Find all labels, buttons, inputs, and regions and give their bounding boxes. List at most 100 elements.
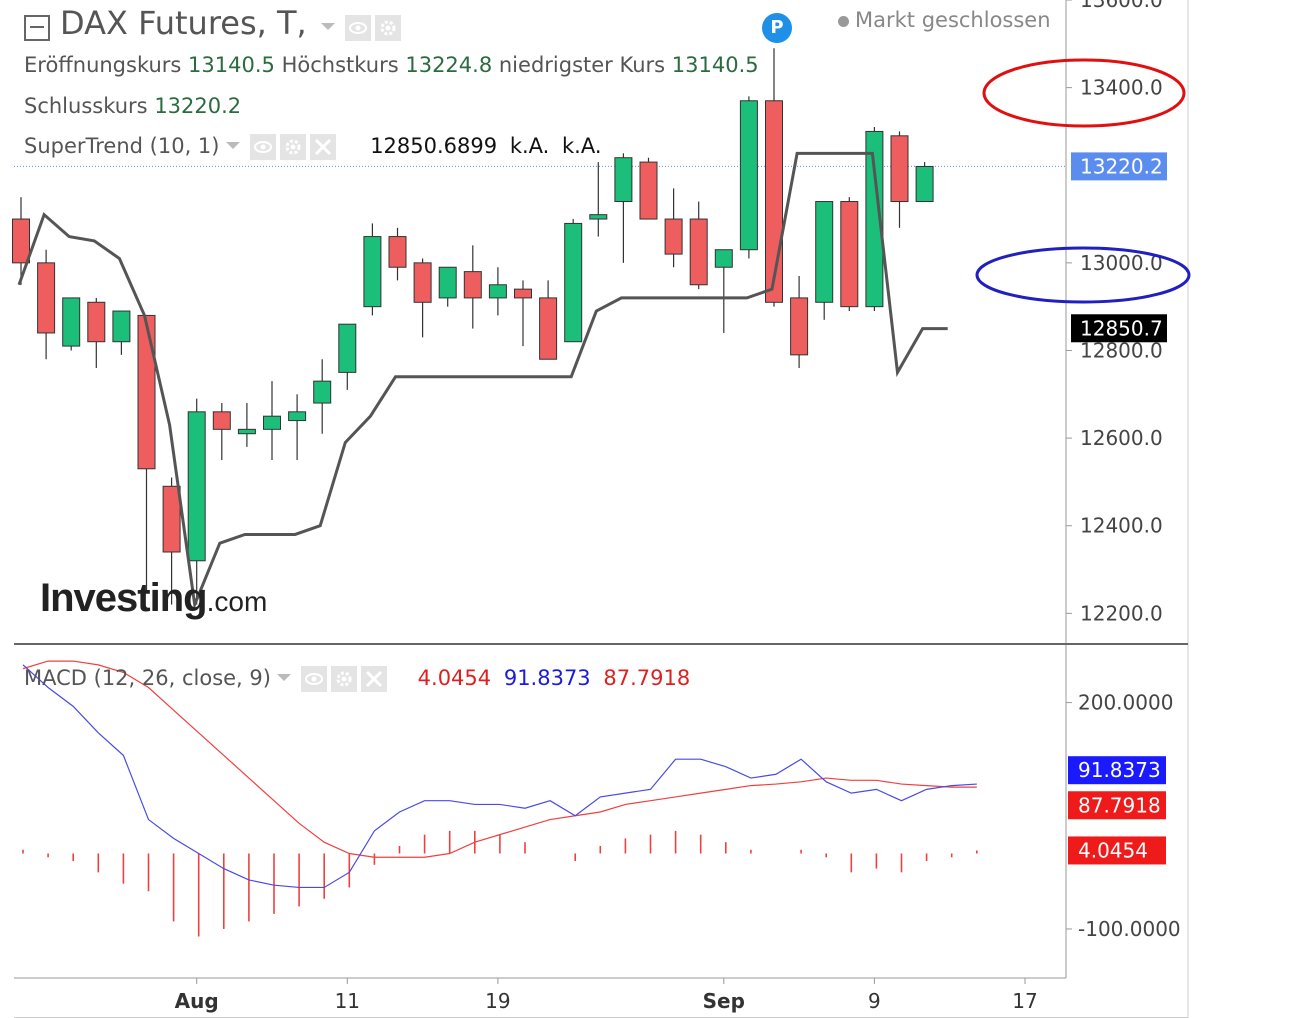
signal-price-tag: 87.7918 (1078, 793, 1161, 817)
hist-price-tag: 4.0454 (1078, 838, 1148, 862)
investing-logo: Investing.com (40, 576, 267, 621)
close-value: 13220.2 (154, 94, 242, 118)
price-tick-label: 12200.0 (1080, 601, 1163, 625)
macd-eye-icon[interactable] (300, 666, 327, 692)
title-dropdown-icon[interactable] (320, 23, 335, 30)
time-tick-label: Sep (703, 989, 745, 1013)
macd-dropdown-icon[interactable] (276, 674, 291, 681)
candle-body (37, 262, 56, 334)
candle-body (463, 271, 482, 299)
supertrend-na-2: k.A. (562, 134, 602, 158)
candle-body (438, 266, 457, 299)
candle-body (388, 236, 407, 268)
macd-label: MACD (12, 26, close, 9) (24, 666, 271, 690)
red-highlight-ellipse (982, 58, 1186, 128)
macd-tick-label: 200.0000 (1078, 691, 1173, 715)
price-tick-label: 12800.0 (1080, 338, 1163, 362)
macd-price-tag-bg (1068, 756, 1166, 785)
market-status: Markt geschlossen (838, 8, 1051, 32)
price-tick-label: 12400.0 (1080, 514, 1163, 538)
supertrend-close-icon[interactable] (309, 134, 336, 160)
candle-body (714, 249, 733, 268)
candle-body (664, 218, 683, 255)
candle-body (288, 411, 307, 422)
candle-body (263, 415, 281, 430)
supertrend-label: SuperTrend (10, 1) (24, 134, 220, 158)
chart-title: DAX Futures, T, (60, 4, 307, 42)
price-tick-label: 13600.0 (1080, 0, 1163, 12)
supertrend-gear-icon[interactable] (279, 134, 306, 160)
low-label: niedrigster Kurs (498, 53, 666, 77)
last-price-tag-bg (1071, 152, 1167, 181)
candle-body (237, 428, 256, 435)
candle-body (790, 297, 809, 356)
candle-body (915, 165, 934, 203)
logo-main: Investing (40, 576, 208, 620)
time-tick-label: 19 (485, 989, 510, 1013)
candle-body (413, 262, 432, 303)
supertrend-eye-icon[interactable] (249, 134, 276, 160)
macd-gear-icon[interactable] (330, 666, 357, 692)
candle-body (313, 380, 332, 404)
chart-title-row: DAX Futures, T, (24, 4, 405, 42)
candle-body (488, 284, 507, 299)
ohlc-row: Eröffnungskurs 13140.5 Höchstkurs 13224.… (24, 53, 759, 77)
price-tick-label: 12600.0 (1080, 426, 1163, 450)
supertrend-price-tag: 12850.7 (1080, 316, 1163, 340)
status-dot-icon (838, 15, 849, 27)
candle-body (514, 288, 532, 299)
close-label: Schlusskurs (24, 94, 148, 118)
macd-line (22, 664, 977, 889)
gear-icon[interactable] (374, 15, 401, 41)
hist-price-tag-bg (1068, 836, 1166, 865)
candle-body (890, 135, 909, 203)
candle-body (137, 314, 156, 470)
logo-suffix: .com (206, 586, 268, 617)
macd-legend: MACD (12, 26, close, 9) 4.0454 91.8373 8… (24, 666, 690, 692)
candle-body (187, 411, 206, 562)
supertrend-na-1: k.A. (509, 134, 550, 158)
candle-body (639, 161, 658, 220)
signal-price-tag-bg (1068, 791, 1166, 820)
open-label: Eröffnungskurs (24, 53, 182, 77)
last-price-tag: 13220.2 (1080, 154, 1163, 178)
candle-body (589, 214, 608, 220)
candle-body (338, 323, 357, 373)
time-tick-label: 9 (868, 989, 881, 1013)
close-row: Schlusskurs 13220.2 (24, 94, 241, 118)
supertrend-dropdown-icon[interactable] (225, 142, 240, 149)
supertrend-line (17, 151, 948, 611)
candle-body (87, 301, 106, 343)
collapse-toggle-icon[interactable] (24, 15, 50, 41)
candle-body (112, 310, 131, 343)
candle-body (689, 218, 708, 286)
time-tick-label: 17 (1012, 989, 1037, 1013)
eye-icon[interactable] (344, 15, 371, 41)
high-label: Höchstkurs (281, 53, 399, 77)
candle-body (865, 130, 884, 308)
macd-signal-line (22, 660, 977, 858)
candle-body (614, 157, 633, 203)
candle-body (815, 201, 834, 303)
supertrend-legend: SuperTrend (10, 1) 12850.6899 k.A. k.A. (24, 134, 602, 160)
candle-body (564, 222, 583, 343)
candle-body (739, 100, 758, 251)
macd-close-icon[interactable] (360, 666, 387, 692)
p-marker-badge[interactable]: P (762, 13, 792, 43)
macd-hist-value: 4.0454 (417, 666, 492, 690)
candle-body (539, 297, 558, 360)
candle-body (162, 485, 181, 553)
price-tick-label: 13400.0 (1080, 76, 1163, 100)
blue-highlight-ellipse (975, 246, 1191, 304)
candle-body (212, 411, 231, 430)
candle-body (12, 218, 30, 264)
macd-tick-label: -100.0000 (1078, 917, 1181, 941)
macd-line-value: 91.8373 (503, 666, 591, 690)
candle-body (363, 236, 382, 308)
time-tick-label: Aug (175, 989, 219, 1013)
open-value: 13140.5 (188, 53, 275, 77)
supertrend-value: 12850.6899 (370, 134, 498, 158)
high-value: 13224.8 (405, 53, 493, 77)
supertrend-price-tag-bg (1071, 314, 1167, 343)
